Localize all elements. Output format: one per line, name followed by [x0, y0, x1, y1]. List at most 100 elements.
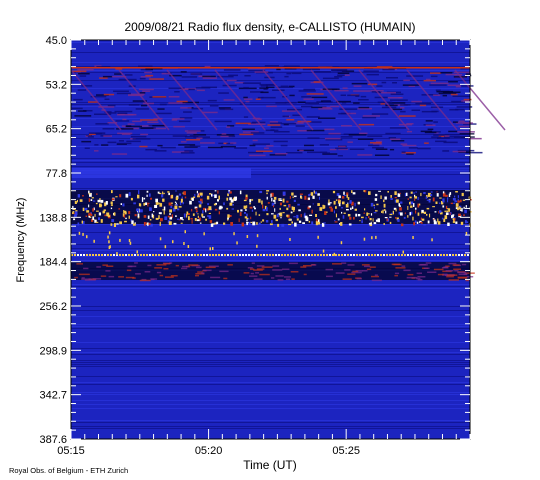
- line-dot: [164, 254, 166, 256]
- band-pixel: [394, 199, 397, 203]
- drift-streak: [357, 138, 374, 140]
- drift-streak: [227, 125, 235, 127]
- band-pixel: [227, 193, 229, 197]
- band-pixel: [207, 203, 209, 206]
- drift-arc: [214, 69, 266, 131]
- channel-row: [71, 188, 470, 189]
- line-dot: [134, 254, 136, 256]
- band-pixel: [446, 210, 449, 213]
- drift-streak: [266, 145, 274, 147]
- line-dot: [137, 254, 139, 256]
- band-pixel: [136, 208, 140, 212]
- drift-streak: [265, 129, 279, 132]
- drift-streak: [183, 111, 192, 113]
- band-pixel: [389, 221, 392, 224]
- band-pixel: [199, 192, 203, 196]
- channel-row: [71, 70, 470, 71]
- band-pixel: [286, 200, 289, 203]
- band-pixel: [200, 194, 203, 197]
- drift-streak: [266, 105, 277, 108]
- band-pixel: [423, 224, 426, 226]
- drift-streak: [289, 94, 295, 97]
- band-pixel: [239, 212, 242, 216]
- band-pixel: [209, 193, 212, 195]
- drift-streak: [150, 127, 166, 130]
- drift-streak: [252, 139, 258, 142]
- drift-streak: [421, 94, 427, 96]
- band-pixel: [128, 211, 131, 215]
- band-pixel: [243, 205, 247, 209]
- line-dot: [95, 254, 97, 256]
- band-pixel: [162, 198, 165, 202]
- band-pixel: [297, 203, 300, 206]
- dark-band-streak: [310, 264, 317, 266]
- drift-streak: [449, 109, 459, 111]
- band-pixel: [214, 194, 217, 198]
- band-pixel: [207, 208, 210, 211]
- band-pixel: [162, 209, 164, 211]
- drift-streak: [357, 154, 373, 156]
- band-pixel: [228, 190, 231, 192]
- band-pixel: [319, 196, 320, 200]
- drift-streak: [444, 135, 450, 137]
- dark-band-streak: [154, 267, 163, 269]
- drift-streak: [282, 115, 289, 118]
- band-pixel: [304, 215, 308, 219]
- drift-streak: [116, 92, 131, 95]
- drift-streak: [168, 102, 186, 104]
- band-pixel: [155, 198, 158, 203]
- drift-streak: [95, 132, 103, 135]
- line-dot: [227, 254, 229, 256]
- drift-streak: [338, 145, 346, 148]
- drift-streak: [390, 93, 404, 95]
- band-pixel: [425, 196, 428, 199]
- line-dot: [314, 254, 316, 256]
- drift-streak: [286, 152, 303, 154]
- band-pixel: [435, 201, 438, 204]
- band-pixel: [377, 218, 380, 223]
- drift-streak: [276, 86, 293, 89]
- dark-band-streak: [243, 272, 250, 274]
- band-pixel: [373, 206, 375, 209]
- band-pixel: [407, 206, 409, 210]
- drift-streak: [174, 91, 180, 93]
- band-pixel: [237, 209, 239, 213]
- drift-streak: [142, 90, 151, 92]
- drift-streak: [125, 125, 142, 128]
- line-dot: [143, 254, 145, 256]
- channel-row: [71, 42, 470, 43]
- band-pixel: [110, 223, 113, 226]
- band-pixel: [288, 218, 291, 221]
- band-pixel: [282, 198, 285, 203]
- drift-streak: [337, 72, 350, 74]
- band-pixel: [273, 199, 275, 202]
- drift-streak: [104, 111, 112, 113]
- channel-row: [71, 288, 470, 289]
- band-pixel: [368, 222, 372, 225]
- drift-streak: [117, 114, 134, 116]
- band-pixel: [217, 199, 219, 202]
- band-pixel: [254, 207, 256, 210]
- drift-streak: [430, 72, 442, 74]
- dark-band-streak: [135, 273, 141, 275]
- band-pixel: [245, 197, 248, 200]
- band-pixel: [210, 223, 214, 227]
- band-pixel: [261, 200, 263, 205]
- band-pixel: [239, 190, 242, 195]
- band-pixel: [384, 196, 387, 200]
- band-pixel: [273, 196, 277, 200]
- drift-streak: [202, 75, 216, 78]
- band-pixel: [279, 207, 281, 210]
- drift-streak: [287, 108, 302, 111]
- drift-streak: [169, 74, 182, 77]
- dark-band-streak: [335, 272, 345, 274]
- band-pixel: [378, 190, 381, 192]
- band-pixel: [341, 207, 344, 209]
- drift-streak: [280, 85, 289, 87]
- drift-streak: [387, 97, 402, 99]
- line-dot: [251, 254, 253, 256]
- band-pixel: [155, 217, 159, 220]
- band-pixel: [409, 196, 412, 199]
- plot-frame: [70, 39, 471, 440]
- band-pixel: [74, 211, 78, 216]
